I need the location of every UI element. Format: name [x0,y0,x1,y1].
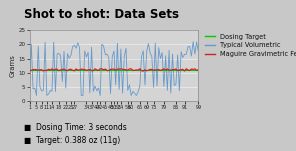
Text: ■  Target: 0.388 oz (11g): ■ Target: 0.388 oz (11g) [24,137,120,145]
Text: Shot to shot: Data Sets: Shot to shot: Data Sets [24,8,179,21]
Legend: Dosing Target, Typical Volumetric, Maguire Gravimetric Feeder: Dosing Target, Typical Volumetric, Magui… [205,34,296,57]
Text: ■  Dosing Time: 3 seconds: ■ Dosing Time: 3 seconds [24,123,126,132]
Y-axis label: Grams: Grams [10,54,16,77]
